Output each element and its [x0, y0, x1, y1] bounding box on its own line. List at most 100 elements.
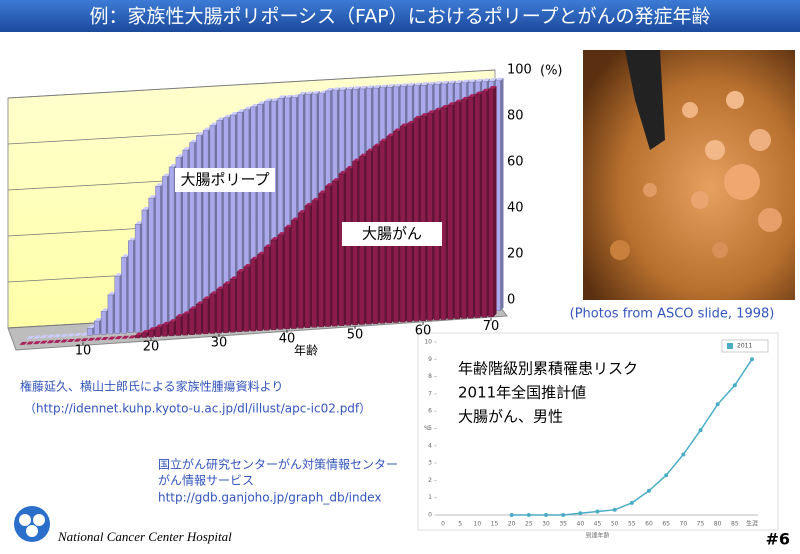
bar [325, 186, 331, 327]
bar-top [73, 338, 82, 342]
bar-top [311, 91, 320, 95]
x-tick-label: 75 [697, 521, 705, 528]
y-tick-label: 0 [507, 293, 515, 308]
bar-top [250, 256, 259, 260]
bar-top [32, 341, 41, 345]
bar-top [46, 340, 55, 344]
bar-top [230, 112, 239, 116]
bar-top [393, 128, 402, 132]
bar-top [332, 178, 341, 182]
bar [440, 107, 447, 320]
bar [277, 234, 283, 330]
header-bar [0, 0, 800, 32]
x-tick-label: 30 [542, 521, 550, 528]
bar [270, 239, 277, 330]
bar-top [121, 335, 130, 339]
y-tick-label: 7 [428, 390, 432, 397]
bar [148, 197, 154, 332]
bar-top [101, 308, 110, 312]
photo-caption: (Photos from ASCO slide, 1998) [570, 307, 775, 322]
bar [134, 224, 141, 333]
bar-top [162, 173, 171, 177]
bar-top [148, 195, 157, 199]
service-line: がん情報サービス [158, 473, 254, 488]
point [526, 513, 531, 517]
bar-top [488, 86, 497, 90]
bar [202, 299, 209, 335]
bar [216, 289, 222, 334]
bar-top [182, 311, 191, 315]
bar-top [339, 87, 348, 91]
x-tick-label: 60 [645, 521, 653, 528]
y-tick-label: 60 [507, 155, 524, 170]
y-tick-label: 5 [428, 425, 432, 432]
x-tick-label: 25 [525, 521, 533, 528]
bar [94, 320, 100, 336]
point [732, 383, 737, 388]
bar-top [257, 101, 266, 105]
source-line: （http://idennet.kuhp.kyoto-u.ac.jp/dl/il… [24, 402, 371, 416]
bar-top [440, 104, 449, 108]
y-tick-label: 0 [428, 512, 432, 519]
bar [311, 200, 317, 328]
point [595, 509, 600, 514]
bar [189, 309, 195, 335]
bar-top [359, 153, 368, 157]
bar [175, 316, 181, 336]
bar-top [216, 286, 225, 290]
bar [134, 335, 141, 339]
y-tick-label: 80 [507, 109, 524, 124]
bar-top [434, 107, 443, 111]
bar-top [189, 306, 198, 310]
bar-top [386, 84, 395, 88]
bar-top [107, 291, 116, 295]
x-tick-label: 30 [211, 336, 228, 351]
bar-top [475, 78, 484, 82]
bar-top [338, 170, 347, 174]
bar-top [481, 78, 490, 82]
point [715, 402, 720, 407]
bar [467, 96, 474, 319]
bar-top [434, 81, 443, 85]
bar-top [454, 80, 463, 84]
bar-top [454, 99, 463, 103]
bar-top [209, 291, 218, 295]
bar [413, 118, 419, 322]
bar [461, 99, 467, 319]
y-tick-label: 1 [428, 494, 432, 501]
bar-top [318, 90, 327, 94]
bar-top [481, 88, 490, 92]
x-tick-label: 70 [680, 521, 688, 528]
bar-top [168, 319, 177, 323]
bar-top [447, 80, 456, 84]
x-tick-label: 65 [662, 521, 670, 528]
bar-top [87, 325, 96, 329]
bar [291, 220, 297, 329]
bar-top [148, 327, 157, 331]
bar-top [141, 329, 150, 333]
bar [331, 181, 338, 327]
legend-swatch [727, 343, 733, 349]
x-tick-label: 85 [731, 521, 739, 528]
line-chart-frame [417, 332, 779, 531]
y-tick-label: 10 [424, 339, 432, 346]
x-tick-label: 40 [279, 331, 296, 346]
bar [229, 279, 236, 333]
bar [121, 257, 127, 334]
point [578, 511, 583, 516]
bar [420, 115, 426, 322]
point [612, 507, 617, 512]
bar-top [420, 82, 429, 86]
bar-top [196, 132, 205, 136]
bar-top [366, 85, 375, 89]
bar-top [468, 79, 477, 83]
bar-top [26, 335, 35, 339]
bar [433, 110, 440, 321]
bar-top [114, 273, 123, 277]
bar-top [379, 84, 388, 88]
bar-top [243, 106, 252, 110]
bar-top [488, 78, 497, 82]
annotation: 大腸がん、男性 [458, 408, 563, 426]
bar-top [250, 103, 259, 107]
bar [100, 311, 107, 335]
